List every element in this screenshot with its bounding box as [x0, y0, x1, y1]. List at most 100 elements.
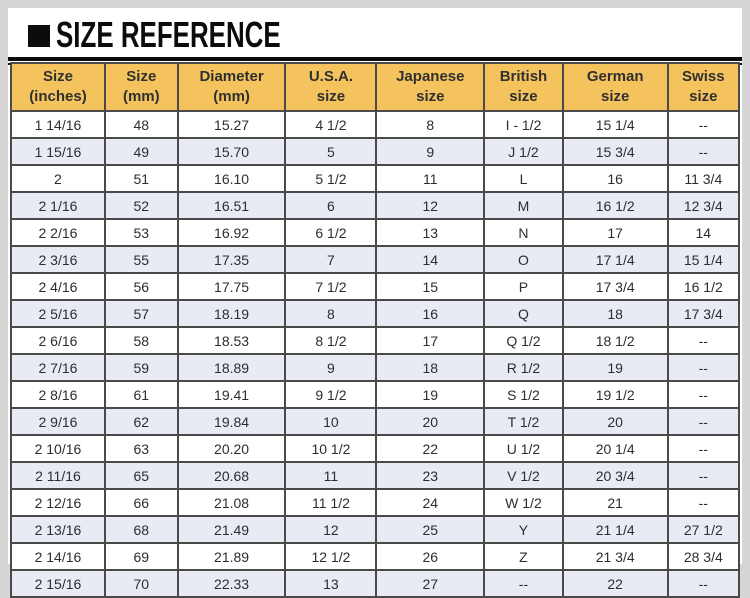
- table-cell: 1 15/16: [10, 137, 106, 166]
- table-cell: 12: [284, 515, 378, 544]
- column-header-line2: size: [316, 88, 346, 105]
- table-row: 2 3/16 55 17.35 7 14 O 17 1/4 15 1/4: [10, 245, 741, 274]
- table-cell: 17 3/4: [561, 272, 669, 301]
- table-cell: --: [666, 569, 741, 598]
- table-cell: 26: [375, 542, 486, 571]
- page-title-row: SIZE REFERENCE: [8, 8, 742, 57]
- table-cell: 2 8/16: [10, 380, 106, 409]
- column-header: Swiss size: [666, 62, 741, 112]
- column-header-line2: size: [689, 88, 718, 105]
- table-cell: --: [666, 488, 741, 517]
- column-header-line1: Size: [42, 67, 73, 85]
- table-cell: 6: [284, 191, 378, 220]
- table-cell: 65: [103, 461, 179, 490]
- column-header-line1: Swiss: [682, 67, 725, 85]
- column-header: Size (mm): [103, 62, 179, 112]
- table-header: Size (inches) Size (mm) Diameter (mm) U.S.A. si…: [10, 62, 741, 112]
- table-cell: 10 1/2: [284, 434, 378, 463]
- table-cell: O: [483, 245, 564, 274]
- table-cell: 21 1/4: [561, 515, 669, 544]
- table-row: 2 10/16 63 20.20 10 1/2 22 U 1/2 20 1/4 --: [10, 434, 741, 463]
- table-cell: 2 14/16: [10, 542, 106, 571]
- table-cell: --: [483, 569, 564, 598]
- column-header-line1: Size: [126, 67, 157, 85]
- table-cell: 14: [375, 245, 486, 274]
- table-cell: --: [666, 407, 741, 436]
- table-cell: --: [666, 380, 741, 409]
- table-cell: 22: [375, 434, 486, 463]
- table-cell: 7: [284, 245, 378, 274]
- table-cell: S 1/2: [483, 380, 564, 409]
- table-cell: 5 1/2: [284, 164, 378, 193]
- table-cell: 8 1/2: [284, 326, 378, 355]
- table-row: 2 7/16 59 18.89 9 18 R 1/2 19 --: [10, 353, 741, 382]
- table-cell: 19: [561, 353, 669, 382]
- table-cell: --: [666, 434, 741, 463]
- table-cell: M: [483, 191, 564, 220]
- table-row: 2 8/16 61 19.41 9 1/2 19 S 1/2 19 1/2 --: [10, 380, 741, 409]
- table-cell: 4 1/2: [284, 110, 378, 139]
- column-header-line1: Japanese: [396, 67, 465, 85]
- table-cell: 17 1/4: [561, 245, 669, 274]
- table-cell: 68: [103, 515, 179, 544]
- table-cell: 11 1/2: [284, 488, 378, 517]
- table-cell: 18.19: [176, 299, 287, 328]
- table-cell: 2 6/16: [10, 326, 106, 355]
- table-cell: 56: [103, 272, 179, 301]
- table-cell: 18 1/2: [561, 326, 669, 355]
- column-header: U.S.A. size: [284, 62, 378, 112]
- table-cell: 19.41: [176, 380, 287, 409]
- table-cell: 2: [10, 164, 106, 193]
- table-cell: 13: [375, 218, 486, 247]
- table-cell: 17.35: [176, 245, 287, 274]
- column-header: Size (inches): [10, 62, 106, 112]
- table-cell: I - 1/2: [483, 110, 564, 139]
- table-cell: 9: [375, 137, 486, 166]
- table-cell: 16: [561, 164, 669, 193]
- table-cell: 21 3/4: [561, 542, 669, 571]
- table-cell: 8: [375, 110, 486, 139]
- table-cell: --: [666, 461, 741, 490]
- column-header: German size: [561, 62, 669, 112]
- table-cell: 69: [103, 542, 179, 571]
- table-cell: 58: [103, 326, 179, 355]
- table-cell: 12 3/4: [666, 191, 741, 220]
- table-row: 2 14/16 69 21.89 12 1/2 26 Z 21 3/4 28 3/4: [10, 542, 741, 571]
- table-cell: 2 3/16: [10, 245, 106, 274]
- table-cell: 16.92: [176, 218, 287, 247]
- table-cell: 2 2/16: [10, 218, 106, 247]
- table-cell: 15 3/4: [561, 137, 669, 166]
- table-cell: 16.10: [176, 164, 287, 193]
- table-cell: 21.08: [176, 488, 287, 517]
- table-cell: 18: [561, 299, 669, 328]
- column-header-line2: size: [416, 88, 445, 105]
- table-cell: --: [666, 353, 741, 382]
- column-header: Diameter (mm): [176, 62, 287, 112]
- table-cell: 7 1/2: [284, 272, 378, 301]
- table-cell: 23: [375, 461, 486, 490]
- table-cell: 2 1/16: [10, 191, 106, 220]
- table-cell: 2 12/16: [10, 488, 106, 517]
- table-cell: 2 15/16: [10, 569, 106, 598]
- table-cell: 9: [284, 353, 378, 382]
- table-cell: 20 3/4: [561, 461, 669, 490]
- table-cell: 59: [103, 353, 179, 382]
- table-cell: 18.53: [176, 326, 287, 355]
- table-cell: 61: [103, 380, 179, 409]
- table-cell: 17: [375, 326, 486, 355]
- table-cell: 2 13/16: [10, 515, 106, 544]
- table-row: 2 9/16 62 19.84 10 20 T 1/2 20 --: [10, 407, 741, 436]
- table-cell: 57: [103, 299, 179, 328]
- table-cell: 6 1/2: [284, 218, 378, 247]
- table-cell: 16 1/2: [666, 272, 741, 301]
- page-content: SIZE REFERENCE Size (inches) Size (mm) Diame…: [8, 8, 742, 598]
- table-row: 2 2/16 53 16.92 6 1/2 13 N 17 14: [10, 218, 741, 247]
- column-header: British size: [483, 62, 564, 112]
- table-cell: 22.33: [176, 569, 287, 598]
- table-cell: R 1/2: [483, 353, 564, 382]
- page-title: SIZE REFERENCE: [56, 14, 281, 55]
- table-cell: 9 1/2: [284, 380, 378, 409]
- table-cell: 8: [284, 299, 378, 328]
- table-cell: 19: [375, 380, 486, 409]
- table-cell: Y: [483, 515, 564, 544]
